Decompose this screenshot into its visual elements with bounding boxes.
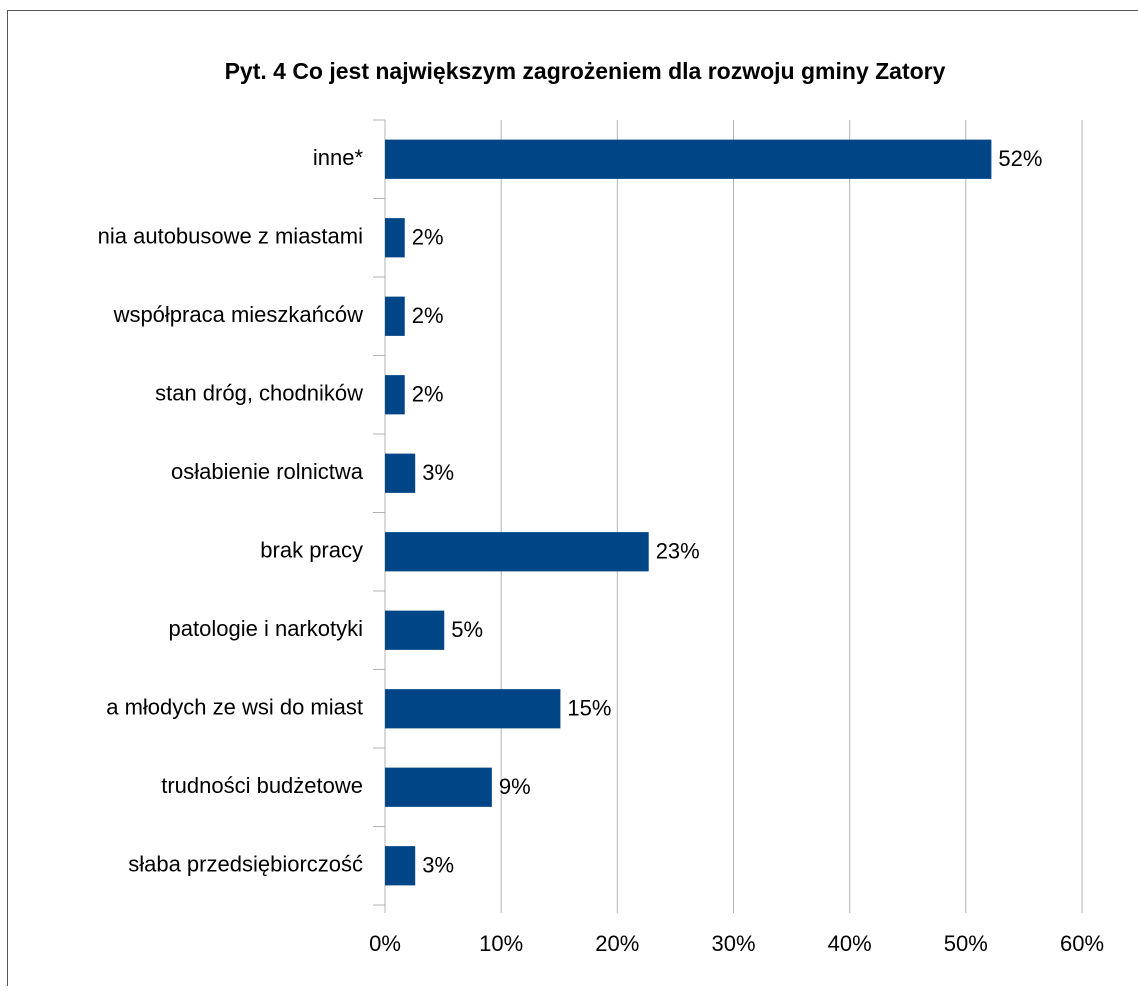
x-tick-label: 30% xyxy=(711,931,755,956)
data-label: 2% xyxy=(412,382,444,407)
data-label: 2% xyxy=(412,225,444,250)
bar xyxy=(385,454,415,493)
y-tick-label: nia autobusowe z miastami xyxy=(98,224,363,249)
bar xyxy=(385,297,405,336)
data-label: 2% xyxy=(412,303,444,328)
bar xyxy=(385,140,991,179)
bar xyxy=(385,532,649,571)
bar xyxy=(385,611,444,650)
y-tick-label: trudności budżetowe xyxy=(161,773,363,798)
data-label: 15% xyxy=(567,696,611,721)
bar xyxy=(385,768,492,807)
bar xyxy=(385,689,560,728)
x-tick-label: 50% xyxy=(944,931,988,956)
bar xyxy=(385,375,405,414)
x-tick-label: 0% xyxy=(369,931,401,956)
data-label: 5% xyxy=(451,617,483,642)
y-tick-label: stan dróg, chodników xyxy=(155,381,363,406)
x-tick-label: 20% xyxy=(595,931,639,956)
data-label: 3% xyxy=(422,853,454,878)
bar xyxy=(385,846,415,885)
bar xyxy=(385,218,405,257)
data-label: 3% xyxy=(422,460,454,485)
y-tick-label: słaba przedsiębiorczość xyxy=(128,852,363,877)
x-tick-label: 10% xyxy=(479,931,523,956)
y-tick-label: brak pracy xyxy=(260,538,363,563)
data-label: 9% xyxy=(499,774,531,799)
y-tick-label: a młodych ze wsi do miast xyxy=(106,695,363,720)
y-tick-label: współpraca mieszkańców xyxy=(113,302,364,327)
y-tick-label: patologie i narkotyki xyxy=(169,616,363,641)
data-label: 23% xyxy=(656,539,700,564)
x-tick-label: 60% xyxy=(1060,931,1104,956)
x-tick-label: 40% xyxy=(828,931,872,956)
chart-title: Pyt. 4 Co jest największym zagrożeniem d… xyxy=(225,58,946,84)
y-tick-label: osłabienie rolnictwa xyxy=(171,459,364,484)
data-label: 52% xyxy=(998,146,1042,171)
y-tick-label: inne* xyxy=(313,145,364,170)
